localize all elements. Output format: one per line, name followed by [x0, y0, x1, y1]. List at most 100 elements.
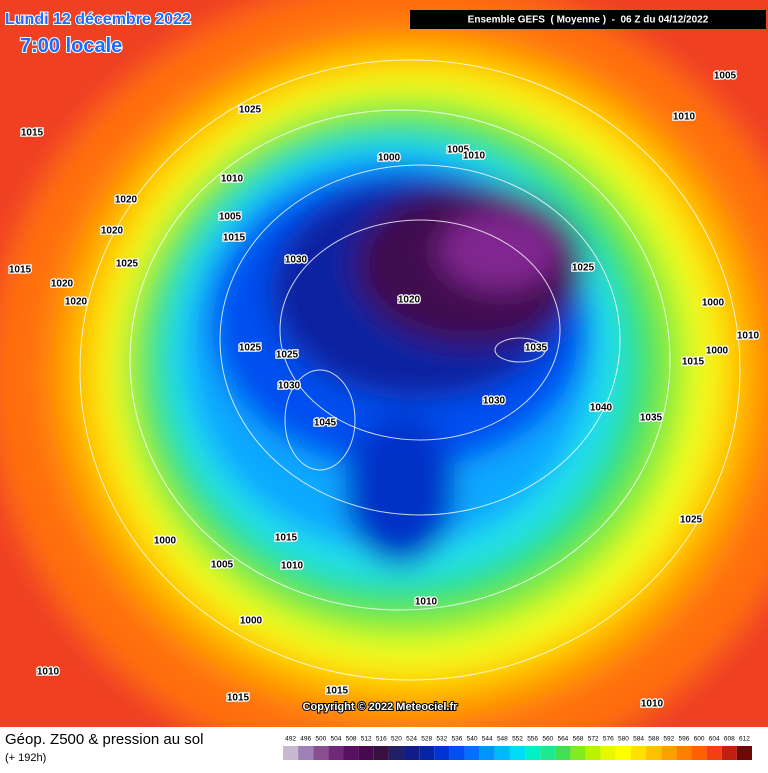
scale-swatch	[630, 746, 647, 760]
scale-label: 572	[588, 736, 599, 743]
scale-swatch	[736, 746, 752, 760]
scale-swatch	[283, 746, 299, 760]
isobar-label: 1040	[590, 403, 613, 414]
scale-label: 584	[633, 736, 644, 743]
isobar-label: 1015	[326, 686, 349, 697]
isobar-label: 1025	[572, 263, 595, 274]
isobar-label: 1035	[640, 413, 663, 424]
scale-swatch	[404, 746, 420, 760]
scale-swatch	[358, 746, 374, 760]
scale-label: 532	[436, 736, 447, 743]
isobar-label: 1010	[281, 561, 304, 572]
scale-label: 528	[421, 736, 432, 743]
scale-swatch	[464, 746, 480, 760]
scale-label: 512	[361, 736, 372, 743]
isobar-label: 1045	[314, 418, 337, 429]
scale-swatch	[298, 746, 314, 760]
isobar-label: 1020	[51, 279, 74, 290]
isobar-label: 1000	[702, 298, 725, 309]
scale-label: 552	[512, 736, 523, 743]
scale-label: 576	[603, 736, 614, 743]
isobar-label: 1015	[21, 128, 44, 139]
scale-swatch	[479, 746, 495, 760]
scale-swatch	[661, 746, 677, 760]
isobar-labels: 1005101010251015100010051010101010201005…	[8, 69, 761, 711]
isobar-label: 1020	[398, 295, 421, 306]
isobar-label: 1010	[641, 699, 664, 710]
scale-swatch	[388, 746, 405, 760]
scale-swatch	[555, 746, 571, 760]
scale-swatch	[646, 746, 662, 760]
isobar-label: 1010	[415, 597, 438, 608]
scale-label: 568	[573, 736, 584, 743]
scale-label: 524	[406, 736, 417, 743]
scale-label: 600	[694, 736, 705, 743]
scale-swatch	[721, 746, 737, 760]
isobar-label: 1010	[673, 112, 696, 123]
isobar-label: 1025	[680, 515, 703, 526]
scale-swatch	[328, 746, 344, 760]
scale-swatch	[585, 746, 601, 760]
copyright: Copyright © 2022 Meteociel.fr	[303, 701, 459, 713]
scale-label: 492	[285, 736, 296, 743]
isobar-label: 1005	[219, 212, 242, 223]
isobar-label: 1015	[227, 693, 250, 704]
scale-label: 516	[376, 736, 387, 743]
isobar-label: 1010	[463, 151, 486, 162]
isobar-label: 1005	[447, 145, 470, 156]
isobar-label: 1030	[483, 396, 506, 407]
isobar-label: 1000	[240, 616, 263, 627]
isobar-label: 1000	[154, 536, 177, 547]
isobar-label: 1020	[115, 195, 138, 206]
isobar-label: 1030	[278, 381, 301, 392]
date: Lundi 12 décembre 2022	[5, 11, 191, 28]
isobar-label: 1025	[276, 350, 299, 361]
scale-label: 540	[467, 736, 478, 743]
scale-swatch	[525, 746, 541, 760]
scale-label: 564	[557, 736, 568, 743]
isobar-label: 1015	[223, 233, 246, 244]
footer-subtitle: (+ 192h)	[5, 752, 46, 764]
scale-swatch	[615, 746, 631, 760]
isobar-label: 1005	[211, 560, 234, 571]
isobar-label: 1010	[221, 174, 244, 185]
isobar-label: 1030	[285, 255, 308, 266]
isobar-label: 1000	[706, 346, 729, 357]
scale-label: 548	[497, 736, 508, 743]
banner: Ensemble GEFS ( Moyenne ) - 06 Z du 04/1…	[468, 15, 709, 26]
scale-label: 556	[527, 736, 538, 743]
scale-swatch	[494, 746, 510, 760]
isobar-label: 1020	[65, 297, 88, 308]
scale-label: 560	[542, 736, 553, 743]
scale-label: 504	[331, 736, 342, 743]
isobar-label: 1010	[737, 331, 760, 342]
isobar-label: 1020	[101, 226, 124, 237]
scale-label: 520	[391, 736, 402, 743]
scale-label: 580	[618, 736, 629, 743]
footer-title: Géop. Z500 & pression au sol	[5, 731, 203, 748]
scale-label: 592	[663, 736, 674, 743]
scale-swatch	[706, 746, 722, 760]
scale-label: 500	[315, 736, 326, 743]
isobar-label: 1000	[378, 153, 401, 164]
scale-label: 588	[648, 736, 659, 743]
scale-swatch	[434, 746, 450, 760]
isobar-label: 1015	[9, 265, 32, 276]
isobar-label: 1015	[275, 533, 298, 544]
isobar-label: 1010	[37, 667, 60, 678]
scale-swatch	[691, 746, 707, 760]
scale-label: 608	[724, 736, 735, 743]
isobar-label: 1035	[525, 343, 548, 354]
isobar-label: 1015	[682, 357, 705, 368]
isobar-label: 1025	[239, 343, 262, 354]
scale-label: 536	[452, 736, 463, 743]
scale-swatch	[570, 746, 586, 760]
scale-swatch	[676, 746, 692, 760]
isobar-lines	[79, 59, 741, 681]
scale-swatch	[449, 746, 465, 760]
banner-box	[410, 10, 766, 29]
isobar-label: 1025	[116, 259, 139, 270]
scale-swatch	[419, 746, 435, 760]
